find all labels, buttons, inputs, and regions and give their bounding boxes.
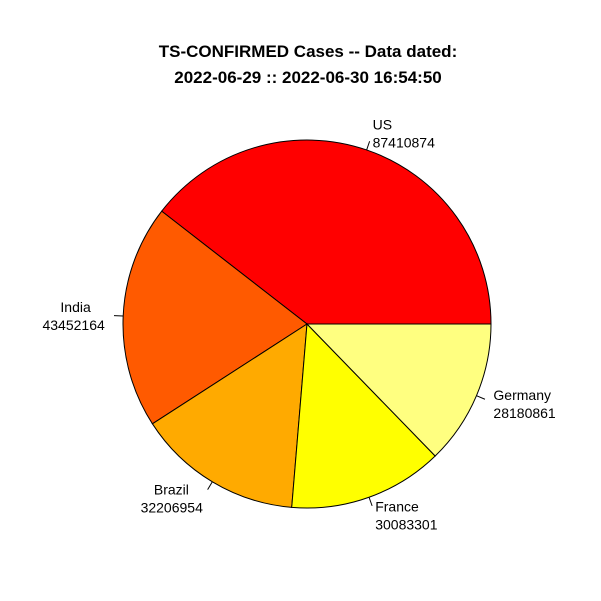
pie-tick-germany xyxy=(476,395,486,400)
pie-label-value-brazil: 32206954 xyxy=(141,500,204,516)
pie-slice-us xyxy=(160,139,492,325)
pie-tick-us xyxy=(366,141,371,151)
pie-slice-brazil xyxy=(151,323,308,508)
pie-label-value-france: 30083301 xyxy=(375,517,438,533)
pie-label-name-germany: Germany xyxy=(493,387,551,403)
pie-label-name-india: India xyxy=(60,299,91,315)
pie-labels: US 87410874 India 43452164 Brazil 32206954 Fra… xyxy=(42,117,555,533)
chart-title-line2: 2022-06-29 :: 2022-06-30 16:54:50 xyxy=(174,68,441,87)
pie-label-name-france: France xyxy=(375,499,419,515)
pie-tick-brazil xyxy=(207,481,213,490)
pie-label-value-us: 87410874 xyxy=(373,135,436,151)
pie-slice-france xyxy=(291,322,436,509)
pie-slices xyxy=(122,139,492,509)
pie-label-value-germany: 28180861 xyxy=(493,405,556,421)
pie-label-name-us: US xyxy=(373,117,392,133)
pie-label-name-brazil: Brazil xyxy=(154,482,189,498)
pie-slice-india xyxy=(122,210,308,425)
pie-label-value-india: 43452164 xyxy=(42,317,105,333)
pie-slice-germany xyxy=(305,323,492,457)
pie-tick-france xyxy=(368,497,373,507)
chart-title-line1: TS-CONFIRMED Cases -- Data dated: xyxy=(159,42,457,61)
